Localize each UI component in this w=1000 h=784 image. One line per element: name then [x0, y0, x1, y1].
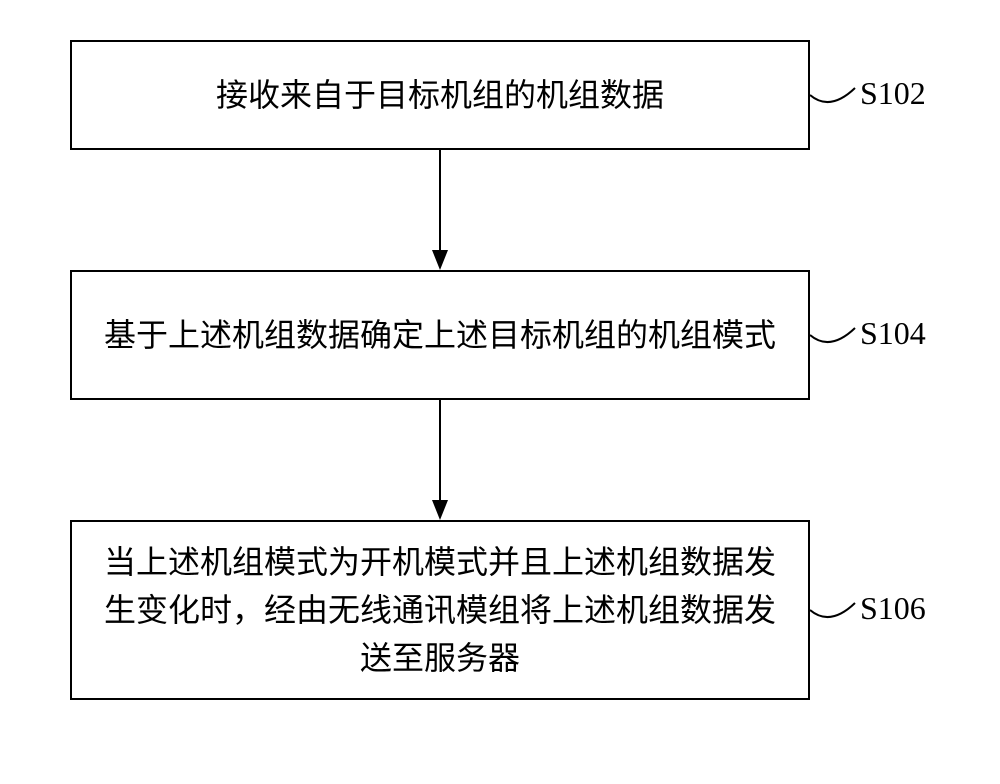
arrow-1: [430, 150, 450, 270]
arrow-2: [430, 400, 450, 520]
step-3-label: S106: [860, 590, 926, 627]
step-1-label: S102: [860, 75, 926, 112]
label-connector-2: [810, 320, 865, 355]
step-2-text: 基于上述机组数据确定上述目标机组的机组模式: [104, 311, 776, 359]
step-2-label: S104: [860, 315, 926, 352]
flowchart-step-2: 基于上述机组数据确定上述目标机组的机组模式: [70, 270, 810, 400]
flowchart-step-1: 接收来自于目标机组的机组数据: [70, 40, 810, 150]
label-connector-3: [810, 595, 865, 630]
flowchart-step-3: 当上述机组模式为开机模式并且上述机组数据发生变化时，经由无线通讯模组将上述机组数…: [70, 520, 810, 700]
label-connector-1: [810, 80, 865, 115]
step-1-text: 接收来自于目标机组的机组数据: [216, 71, 664, 119]
step-3-text: 当上述机组模式为开机模式并且上述机组数据发生变化时，经由无线通讯模组将上述机组数…: [102, 538, 778, 682]
